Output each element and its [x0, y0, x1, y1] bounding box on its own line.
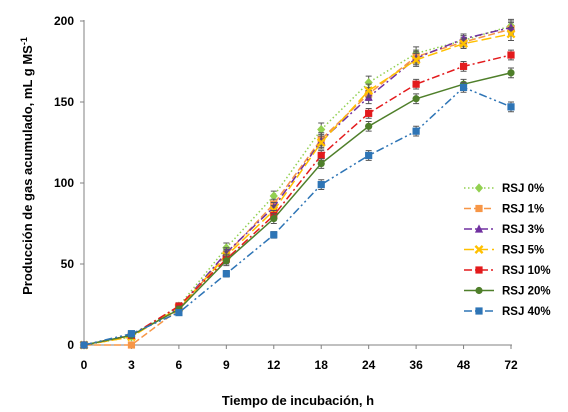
- legend-item: RSJ 40%: [464, 306, 551, 318]
- x-tick-label: 24: [362, 358, 376, 372]
- legend-label: RSJ 0%: [502, 183, 544, 195]
- legend-item: RSJ 3%: [464, 224, 544, 236]
- x-tick-label: 12: [267, 358, 281, 372]
- x-tick-label: 72: [504, 358, 518, 372]
- legend-swatch-marker: [474, 245, 484, 254]
- legend-item: RSJ 0%: [464, 183, 544, 195]
- data-point: [127, 330, 136, 338]
- data-point: [507, 69, 515, 77]
- series-line: [83, 86, 512, 346]
- legend-item: RSJ 1%: [464, 204, 544, 216]
- legend-label: RSJ 20%: [502, 286, 551, 298]
- legend-swatch-marker: [475, 307, 483, 315]
- x-tick-label: 0: [81, 358, 88, 372]
- legend-item: RSJ 10%: [464, 265, 551, 277]
- legend-label: RSJ 10%: [502, 265, 551, 277]
- data-point: [506, 29, 516, 39]
- series-line: [84, 28, 512, 346]
- x-axis-title: Tiempo de incubación, h: [222, 393, 374, 408]
- data-point: [317, 159, 325, 168]
- series-5: [80, 67, 515, 349]
- x-tick-label: 48: [457, 358, 471, 372]
- data-point: [459, 39, 469, 49]
- y-axis-title: Producción de gas acumulado, mL g MS-1: [19, 37, 35, 295]
- data-point: [127, 341, 136, 349]
- data-point: [412, 80, 420, 88]
- data-point: [364, 77, 373, 88]
- data-point: [507, 103, 515, 111]
- x-tick-label: 36: [409, 358, 423, 372]
- legend-label: RSJ 1%: [502, 204, 544, 216]
- x-tick-label: 3: [128, 358, 135, 372]
- legend-swatch-marker: [475, 266, 483, 274]
- data-point: [222, 270, 230, 278]
- legend-label: RSJ 3%: [502, 224, 544, 236]
- legend-swatch-marker: [475, 286, 483, 295]
- legend-label: RSJ 40%: [502, 306, 551, 318]
- y-axis-title-superscript: -1: [19, 37, 29, 45]
- series-line: [83, 54, 512, 346]
- data-point: [412, 95, 420, 103]
- data-point: [175, 309, 183, 317]
- data-point: [270, 231, 278, 239]
- x-tick-label: 18: [315, 358, 329, 372]
- y-tick-label: 0: [67, 338, 74, 352]
- legend-label: RSJ 5%: [502, 245, 544, 257]
- data-point: [412, 127, 420, 135]
- series-6: [80, 82, 515, 349]
- data-point: [270, 215, 278, 223]
- legend-item: RSJ 5%: [464, 245, 544, 257]
- data-point: [317, 181, 325, 189]
- series-line: [83, 33, 512, 346]
- data-point: [80, 341, 88, 349]
- series-4: [80, 49, 515, 349]
- y-axis-title-text: Producción de gas acumulado, mL g MS: [20, 45, 35, 295]
- data-point: [317, 151, 325, 160]
- data-point: [459, 83, 468, 92]
- series-3: [79, 26, 516, 350]
- data-point: [459, 62, 468, 70]
- legend-item: RSJ 20%: [464, 286, 551, 298]
- y-tick-label: 50: [61, 257, 75, 271]
- x-tick-label: 6: [176, 358, 183, 372]
- series-layer: [79, 18, 516, 350]
- data-point: [222, 257, 230, 265]
- data-point: [365, 122, 373, 130]
- legend-swatch-marker: [475, 204, 483, 213]
- data-point: [365, 151, 373, 160]
- data-point: [507, 51, 515, 59]
- y-tick-label: 150: [54, 95, 74, 109]
- data-point: [365, 109, 373, 117]
- data-point: [316, 138, 326, 147]
- data-point: [317, 124, 326, 135]
- legend: RSJ 0% RSJ 1% RSJ 3% RSJ 5% RSJ 10% RSJ 20% RS…: [464, 183, 551, 318]
- data-point: [364, 86, 374, 96]
- x-tick-label: 9: [223, 358, 230, 372]
- legend-swatch-marker: [474, 183, 484, 193]
- data-point: [269, 191, 278, 201]
- legend-swatch-marker: [474, 224, 484, 233]
- y-tick-label: 200: [54, 14, 74, 28]
- y-tick-label: 100: [54, 176, 74, 190]
- data-point: [411, 55, 421, 65]
